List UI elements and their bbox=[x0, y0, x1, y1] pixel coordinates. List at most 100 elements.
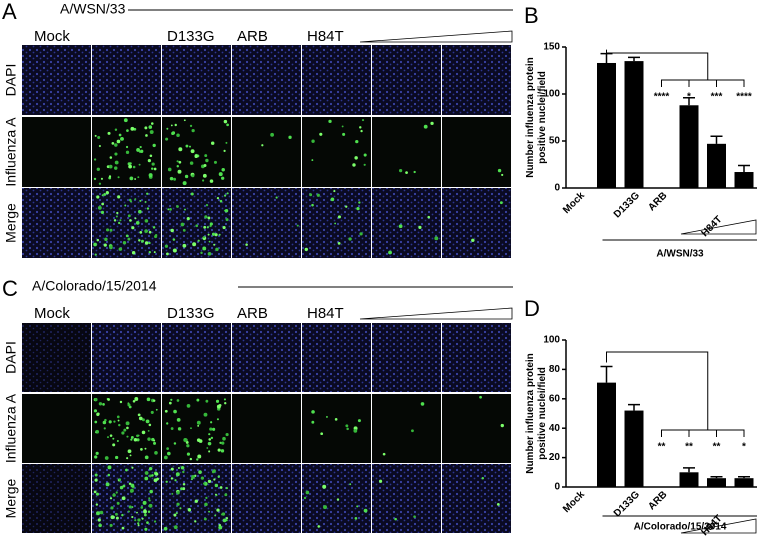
infected-cell bbox=[127, 449, 132, 454]
y-tick-label: 150 bbox=[543, 42, 560, 53]
infected-cell bbox=[215, 247, 219, 252]
infected-cell bbox=[398, 224, 403, 229]
infected-cell bbox=[153, 251, 156, 254]
infected-cell bbox=[346, 427, 349, 431]
y-tick-label: 100 bbox=[543, 89, 560, 100]
micrograph bbox=[92, 188, 161, 258]
infected-cell bbox=[155, 472, 159, 476]
infected-cell bbox=[189, 145, 191, 148]
infected-cell bbox=[148, 503, 153, 508]
significance-label: **** bbox=[654, 92, 670, 103]
infected-cell bbox=[176, 417, 181, 422]
infected-cell bbox=[194, 154, 198, 159]
panel-letter: C bbox=[2, 276, 18, 301]
micrograph bbox=[442, 188, 511, 258]
micrograph bbox=[22, 464, 91, 533]
error-bar bbox=[710, 475, 723, 479]
infected-cell bbox=[133, 437, 138, 442]
infected-cell bbox=[144, 219, 149, 223]
infected-cell bbox=[328, 119, 332, 124]
infected-cell bbox=[202, 236, 206, 239]
infected-cell bbox=[214, 483, 219, 488]
infected-cell bbox=[363, 163, 366, 166]
infected-cell bbox=[128, 505, 132, 509]
infected-cell bbox=[139, 150, 141, 153]
infected-cell bbox=[173, 409, 177, 414]
infected-cell bbox=[224, 402, 227, 405]
infected-cell bbox=[125, 150, 130, 154]
infected-cell bbox=[176, 133, 180, 138]
infected-cell bbox=[144, 126, 148, 130]
infected-cell bbox=[166, 127, 169, 130]
infected-cell bbox=[117, 176, 120, 179]
infected-cell bbox=[148, 466, 153, 471]
infected-cell bbox=[213, 243, 216, 246]
infected-cell bbox=[170, 477, 174, 480]
infected-cell bbox=[126, 457, 129, 460]
infected-cell bbox=[182, 243, 187, 248]
infected-cell bbox=[146, 207, 150, 210]
error-bar bbox=[600, 365, 613, 383]
infected-cell bbox=[317, 525, 321, 528]
infected-cell bbox=[224, 208, 229, 213]
infected-cell bbox=[182, 181, 187, 186]
infected-cell bbox=[116, 440, 119, 443]
infected-cell bbox=[207, 251, 212, 256]
x-tick-label: Mock bbox=[561, 190, 587, 216]
infected-cell bbox=[109, 156, 113, 159]
infected-cell bbox=[138, 163, 141, 166]
infected-cell bbox=[129, 219, 132, 222]
infected-cell bbox=[130, 438, 133, 441]
micrograph bbox=[372, 394, 441, 463]
infected-cell bbox=[208, 450, 211, 453]
infected-cell bbox=[191, 475, 195, 479]
infected-cell bbox=[144, 455, 149, 460]
infected-cell bbox=[94, 455, 98, 459]
error-bar bbox=[710, 135, 723, 144]
significance-label: **** bbox=[736, 92, 752, 103]
infected-cell bbox=[178, 467, 180, 469]
infected-cell bbox=[296, 224, 299, 227]
infected-cell bbox=[130, 483, 135, 488]
infected-cell bbox=[413, 170, 416, 174]
infected-cell bbox=[131, 515, 134, 519]
infected-cell bbox=[194, 499, 198, 503]
infected-cell bbox=[216, 508, 220, 512]
infected-cell bbox=[345, 424, 349, 428]
infected-cell bbox=[192, 242, 197, 247]
infected-cell bbox=[359, 126, 362, 129]
bar bbox=[679, 472, 699, 487]
infected-cell bbox=[93, 242, 97, 247]
infected-cell bbox=[398, 169, 403, 173]
bar bbox=[707, 478, 726, 487]
infected-cell bbox=[114, 143, 118, 147]
infected-cell bbox=[96, 412, 100, 416]
infected-cell bbox=[205, 496, 208, 499]
infected-cell bbox=[173, 525, 178, 530]
y-tick-label: 100 bbox=[543, 335, 560, 346]
infected-cell bbox=[185, 440, 189, 444]
infected-cell bbox=[176, 205, 179, 208]
infected-cell bbox=[141, 430, 146, 435]
infected-cell bbox=[132, 165, 136, 169]
infected-cell bbox=[112, 493, 116, 497]
infected-cell bbox=[180, 222, 185, 227]
infected-cell bbox=[153, 441, 157, 445]
dose-wedge bbox=[359, 30, 513, 43]
infected-cell bbox=[134, 178, 137, 180]
infected-cell bbox=[225, 519, 228, 522]
infected-cell bbox=[115, 215, 118, 218]
infected-cell bbox=[95, 431, 97, 434]
error-bar bbox=[738, 164, 750, 173]
infected-cell bbox=[100, 210, 105, 214]
infected-cell bbox=[177, 169, 182, 174]
infected-cell bbox=[420, 402, 425, 406]
infected-cell bbox=[101, 202, 105, 206]
micrograph bbox=[302, 323, 371, 392]
infected-cell bbox=[148, 474, 152, 478]
infected-cell bbox=[140, 506, 144, 509]
micrograph bbox=[162, 45, 231, 115]
infected-cell bbox=[134, 397, 139, 401]
bar bbox=[597, 62, 616, 189]
infected-cell bbox=[305, 490, 310, 495]
